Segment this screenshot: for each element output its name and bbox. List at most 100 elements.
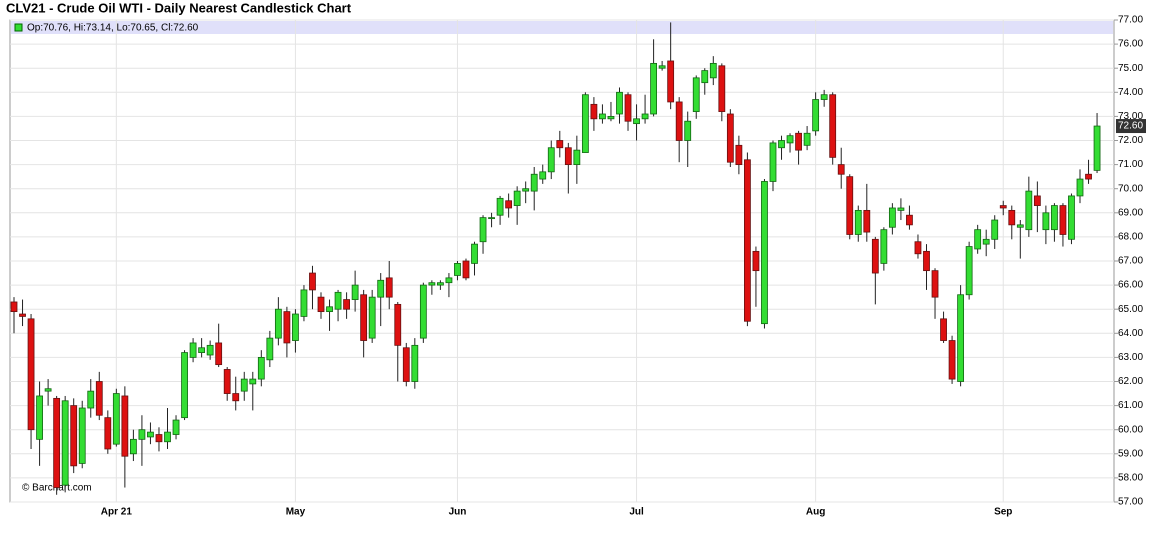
candle-body: [129, 438, 137, 455]
candle-body: [44, 388, 52, 392]
candle-body: [61, 400, 69, 486]
candle-body: [95, 381, 103, 416]
candle-body: [394, 303, 402, 346]
candle-body: [10, 301, 18, 313]
candle-body: [1033, 195, 1041, 206]
y-tick-label: 58.00: [1118, 473, 1143, 484]
candle-body: [360, 294, 368, 341]
candle-body: [215, 342, 223, 366]
candle-body: [292, 313, 299, 341]
candle-body: [786, 135, 794, 144]
candle-body: [880, 229, 888, 264]
y-tick-label: 76.00: [1118, 39, 1143, 50]
candle-body: [888, 207, 896, 228]
candle-body: [692, 77, 700, 112]
y-tick-label: 68.00: [1118, 232, 1143, 243]
candle-body: [155, 434, 163, 443]
candle-body: [914, 241, 922, 255]
candle-body: [633, 118, 640, 125]
candle-body: [112, 393, 120, 445]
candle-body: [445, 277, 453, 284]
candle-body: [257, 356, 265, 380]
candle-body: [164, 431, 171, 443]
candle-body: [701, 70, 709, 84]
candle-body: [87, 390, 95, 409]
candle-body: [1085, 173, 1092, 180]
candle-body: [377, 279, 385, 298]
info-icon: [14, 23, 23, 32]
candle-body: [726, 113, 734, 163]
x-tick-label: Aug: [806, 507, 825, 518]
chart-title: CLV21 - Crude Oil WTI - Daily Nearest Ca…: [6, 0, 352, 15]
y-tick-label: 74.00: [1118, 87, 1143, 98]
candle-body: [667, 60, 675, 103]
x-tick-label: Jul: [629, 507, 644, 518]
candle-body: [530, 173, 538, 192]
info-band: [11, 21, 1113, 34]
candle-body: [1093, 125, 1101, 171]
candle-body: [266, 337, 274, 361]
candle-body: [249, 378, 257, 385]
candle-body: [837, 164, 845, 175]
candle-body: [761, 181, 768, 325]
candle-body: [581, 94, 589, 153]
candle-body: [590, 103, 598, 120]
y-tick-label: 64.00: [1118, 328, 1143, 339]
candle-body: [718, 65, 726, 112]
y-tick-label: 66.00: [1118, 280, 1143, 291]
candle-body: [454, 263, 461, 276]
y-tick-label: 72.00: [1118, 135, 1143, 146]
candle-body: [803, 132, 811, 146]
x-tick-label: May: [286, 507, 306, 518]
candle-body: [274, 308, 282, 339]
y-tick-label: 65.00: [1118, 304, 1143, 315]
y-tick-label: 61.00: [1118, 400, 1143, 411]
candle-body: [411, 344, 419, 382]
candle-body: [923, 250, 930, 272]
candle-body: [206, 344, 214, 356]
candle-body: [624, 94, 632, 122]
candle-body: [240, 378, 248, 392]
candle-body: [300, 289, 308, 317]
candle-body: [402, 347, 410, 382]
candle-body: [829, 94, 837, 158]
y-tick-label: 57.00: [1118, 497, 1143, 508]
candle-body: [846, 176, 854, 235]
candle-body: [684, 120, 692, 141]
last-price-box: [1116, 119, 1146, 134]
y-tick-label: 59.00: [1118, 448, 1143, 459]
candle-body: [471, 243, 478, 264]
candle-body: [104, 417, 112, 450]
candle-body: [1068, 195, 1075, 240]
candle-body: [121, 395, 129, 457]
candle-body: [522, 188, 530, 192]
y-tick-label: 75.00: [1118, 63, 1143, 74]
candle-body: [198, 347, 206, 353]
candle-body: [1025, 190, 1033, 231]
candle-body: [436, 282, 444, 286]
candle-body: [906, 214, 913, 226]
candle-body: [223, 369, 231, 394]
last-price-label: 72.60: [1118, 121, 1143, 132]
candle-body: [70, 405, 78, 467]
candle-body: [658, 65, 666, 69]
y-tick-label: 73.00: [1118, 111, 1143, 122]
candle-body: [1042, 212, 1050, 231]
candle-body: [974, 229, 982, 250]
y-tick-label: 62.00: [1118, 376, 1143, 387]
candle-body: [419, 284, 427, 339]
candle-body: [343, 299, 350, 310]
candle-body: [53, 397, 61, 488]
candle-body: [181, 352, 188, 419]
candle-body: [27, 318, 35, 431]
candle-body: [752, 250, 760, 272]
y-tick-label: 60.00: [1118, 424, 1143, 435]
candle-body: [334, 291, 342, 310]
candle-body: [189, 342, 197, 358]
candle-body: [735, 144, 743, 166]
candle-body: [488, 217, 495, 220]
y-tick-label: 77.00: [1118, 15, 1143, 26]
candle-body: [812, 99, 820, 132]
candle-body: [172, 419, 180, 435]
